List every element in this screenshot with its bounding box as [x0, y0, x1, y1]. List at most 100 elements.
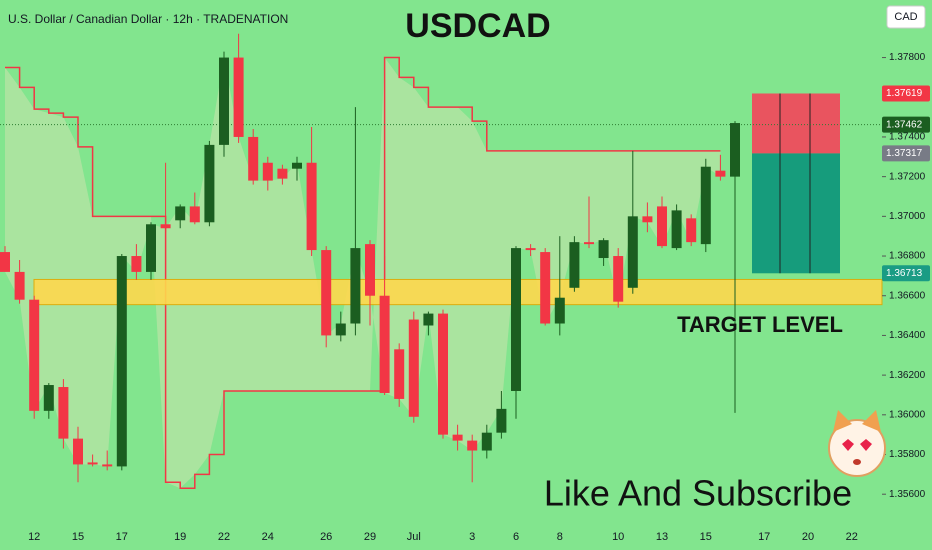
y-tick-label: 1.36200	[889, 370, 926, 381]
zone-label: TARGET LEVEL	[677, 312, 843, 337]
candle-body	[365, 244, 375, 296]
candle-body	[467, 440, 478, 451]
x-tick-label: 24	[262, 531, 274, 543]
x-tick-label: 6	[513, 531, 519, 543]
price-label-box	[882, 265, 930, 282]
price-label-box	[882, 85, 930, 102]
candle-body	[657, 206, 667, 247]
x-tick-label: 10	[612, 531, 624, 543]
y-tick-label: 1.36800	[889, 251, 926, 262]
candle-body	[335, 323, 346, 336]
y-tick-label: 1.37400	[889, 132, 926, 143]
x-tick-label: 8	[557, 531, 563, 543]
candle-body	[262, 162, 273, 181]
indicator-fill	[5, 57, 721, 489]
candle-body	[350, 248, 361, 324]
candle-body	[277, 168, 288, 179]
x-tick-label: 13	[656, 531, 668, 543]
y-tick-label: 1.36600	[889, 290, 926, 301]
x-tick-label: 19	[174, 531, 186, 543]
x-tick-label: 17	[758, 531, 770, 543]
candle-body	[321, 250, 332, 336]
y-tick-label: 1.37000	[889, 211, 926, 222]
candle-body	[102, 464, 113, 467]
candle-body	[438, 313, 448, 435]
x-tick-label: 22	[846, 531, 858, 543]
price-label: 1.36713	[886, 268, 923, 279]
candle-body	[175, 206, 186, 221]
price-label: 1.37462	[886, 119, 923, 130]
candle-body	[511, 248, 521, 391]
candle-body	[642, 216, 653, 223]
candle-body	[0, 252, 10, 272]
currency-label: CAD	[894, 11, 917, 23]
candle-body	[29, 299, 40, 411]
candle-body	[686, 218, 697, 243]
price-label: 1.37619	[886, 88, 923, 99]
candle-body	[452, 434, 463, 441]
candle-body	[481, 432, 492, 451]
y-tick-label: 1.37800	[889, 52, 926, 63]
target-zone	[33, 278, 883, 306]
candle-body	[233, 57, 244, 137]
x-tick-label: 22	[218, 531, 230, 543]
call-to-action: Like And Subscribe	[544, 473, 852, 514]
plot-area: 1.37800 1.37400 1.37200 1.37000 1.36800 1.366…	[0, 33, 930, 543]
candle-body	[671, 210, 682, 249]
x-tick-label: 15	[72, 531, 84, 543]
candle-body	[700, 166, 711, 245]
candle-body	[627, 216, 638, 288]
candle-body	[584, 242, 594, 245]
candle-body	[306, 162, 317, 251]
candle-body	[496, 408, 507, 433]
x-tick-label: 17	[116, 531, 128, 543]
candle-body	[204, 144, 215, 223]
y-tick-label: 1.37200	[889, 171, 926, 182]
candle-body	[146, 224, 156, 272]
price-label-box	[882, 145, 930, 162]
candle-body	[14, 271, 25, 300]
candle-body	[394, 349, 405, 399]
candle-body	[189, 206, 200, 223]
stop-zone	[752, 93, 840, 154]
y-tick-label: 1.36400	[889, 330, 926, 341]
x-tick-label: 3	[469, 531, 475, 543]
x-tick-label: 15	[700, 531, 712, 543]
x-tick-label: Jul	[407, 531, 421, 543]
candle-body	[379, 295, 390, 393]
mascot	[828, 410, 886, 477]
candle-body	[554, 297, 565, 324]
candle-body	[58, 387, 69, 439]
candle-body	[525, 248, 536, 251]
candle-body	[87, 462, 98, 465]
price-label-box	[882, 116, 930, 133]
y-tick-label: 1.35600	[889, 489, 926, 500]
candle-body	[248, 136, 259, 181]
candle-body	[43, 385, 54, 411]
candle-body	[613, 256, 624, 302]
x-tick-label: 26	[320, 531, 332, 543]
x-tick-label: 12	[28, 531, 40, 543]
candle-body	[219, 57, 229, 145]
candle-body	[598, 240, 609, 259]
candle-body	[160, 224, 171, 229]
y-tick-label: 1.36000	[889, 409, 926, 420]
candle-body	[730, 123, 740, 177]
y-tick-label: 1.35800	[889, 449, 926, 460]
candle-body	[569, 242, 580, 288]
candle-body	[423, 313, 434, 326]
candle-body	[131, 256, 142, 272]
currency-box	[886, 5, 926, 29]
candle-body	[540, 252, 551, 324]
chart-title: USDCAD	[405, 7, 550, 45]
price-label: 1.37317	[886, 148, 923, 159]
profit-zone	[752, 153, 840, 274]
x-tick-label: 29	[364, 531, 376, 543]
candle-body	[715, 170, 726, 177]
candle-body	[408, 319, 419, 417]
x-tick-label: 20	[802, 531, 814, 543]
candle-body	[73, 438, 83, 465]
candle-body	[116, 256, 127, 467]
indicator-line	[5, 56, 721, 489]
